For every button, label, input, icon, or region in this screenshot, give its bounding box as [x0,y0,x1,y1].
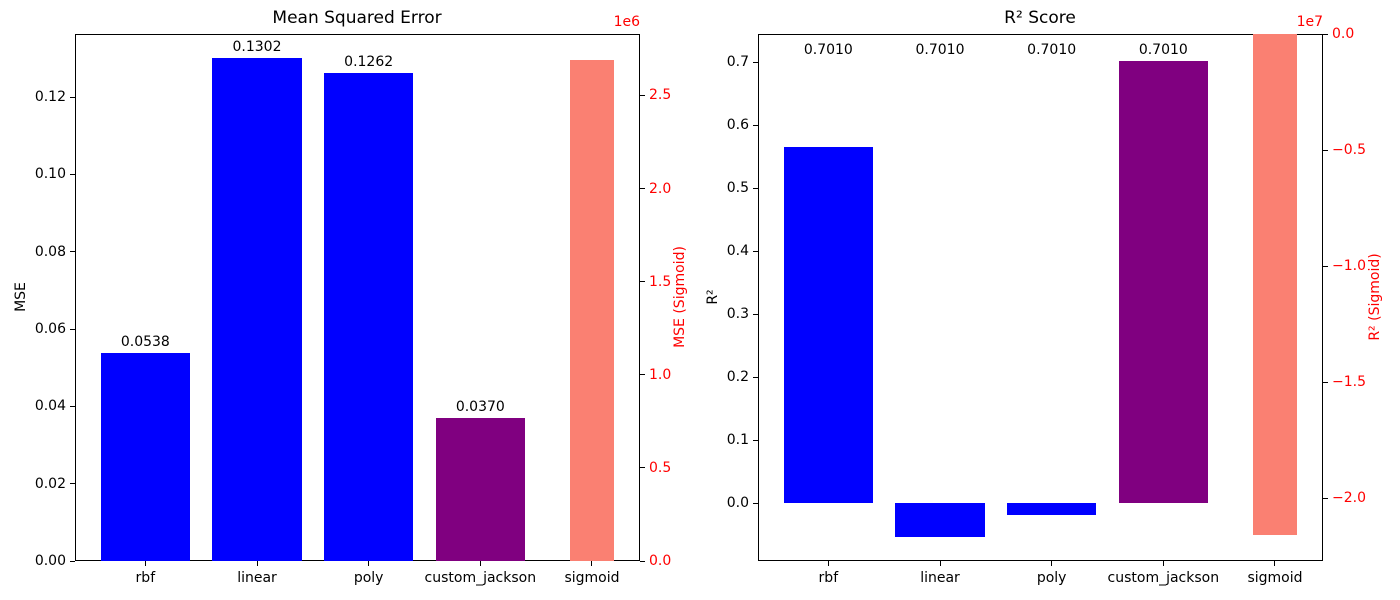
y-tick-mark [70,96,75,98]
y-tick-mark [753,187,758,189]
y2-tick-label: 1.0 [649,366,672,383]
x-tick-mark [256,561,258,566]
bar-custom_jackson [1118,61,1208,504]
y2-tick-label: −2.0 [1332,490,1366,507]
x-tick-mark [368,561,370,566]
y-tick-mark [753,439,758,441]
y-tick-label: 0.04 [34,398,66,415]
bar-poly [1007,503,1097,516]
y-tick-label: 0.10 [34,166,66,183]
x-tick-label-linear: linear [920,570,960,586]
y-tick-label: 0.4 [726,243,749,260]
y-tick-mark [70,405,75,407]
y2-tick-mark [1323,497,1328,499]
x-tick-label-sigmoid: sigmoid [1247,570,1303,586]
y-tick-label: 0.6 [726,117,749,134]
y2-tick-mark [1323,381,1328,383]
y-tick-mark [70,560,75,562]
bar-custom_jackson [435,417,525,561]
y-tick-mark [753,124,758,126]
y2-tick-label: 2.5 [649,87,672,104]
mse-chart-title: Mean Squared Error [272,8,442,28]
mse-sigmoid-y-axis-label: MSE (Sigmoid) [672,246,688,348]
y2-tick-label: −0.5 [1332,142,1366,159]
y2-tick-label: 0.0 [1332,26,1355,42]
x-tick-label-poly: poly [353,570,384,586]
x-tick-mark [144,561,146,566]
y-tick-label: 0.02 [34,475,66,492]
mse-right-axis-offset-text: 1e6 [613,14,640,30]
bar-linear [895,503,985,538]
bar-value-label: 0.1302 [232,38,282,55]
bar-rbf [783,147,873,504]
bar-rbf [100,352,190,561]
x-tick-label-rbf: rbf [135,570,156,586]
y2-tick-mark [640,374,645,376]
bar-value-label: 0.0370 [455,398,505,415]
y-tick-mark [70,328,75,330]
y2-tick-mark [1323,149,1328,151]
bar-sigmoid [1252,34,1298,536]
r2-sigmoid-y-axis-label: R² (Sigmoid) [1367,253,1383,341]
y-tick-mark [753,250,758,252]
y-tick-mark [753,313,758,315]
y2-tick-mark [640,188,645,190]
y2-tick-mark [1323,33,1328,35]
x-tick-label-rbf: rbf [818,570,839,586]
y2-tick-label: 1.5 [649,273,672,290]
r2-right-axis-offset-text: 1e7 [1296,14,1323,30]
y-tick-label: 0.06 [34,321,66,337]
y2-tick-mark [640,281,645,283]
y2-tick-mark [640,94,645,96]
x-tick-label-sigmoid: sigmoid [564,570,620,586]
y-tick-label: 0.12 [34,89,66,106]
x-tick-mark [827,561,829,566]
y-tick-mark [753,502,758,504]
y2-tick-label: 0.5 [649,459,672,476]
r2-y-axis-label: R² [705,289,721,305]
r2-chart-title: R² Score [1004,8,1076,28]
bar-value-label: 0.0538 [120,333,170,350]
x-tick-label-linear: linear [237,570,277,586]
x-tick-mark [591,561,593,566]
bar-value-label: 0.7010 [1138,42,1188,59]
y-tick-mark [70,173,75,175]
y-tick-mark [753,61,758,63]
y-tick-label: 0.3 [726,306,749,323]
y2-tick-label: 2.0 [649,180,672,197]
y-tick-label: 0.08 [34,243,66,260]
bar-linear [212,57,302,561]
y2-tick-label: −1.0 [1332,258,1366,275]
y-tick-label: 0.00 [34,553,66,569]
y-tick-label: 0.7 [726,54,749,71]
y-tick-mark [753,376,758,378]
y2-tick-mark [1323,265,1328,267]
y2-tick-label: 0.0 [649,553,672,569]
x-tick-mark [1274,561,1276,566]
x-tick-mark [939,561,941,566]
x-tick-label-custom_jackson: custom_jackson [1107,570,1220,586]
bar-sigmoid [569,60,615,561]
y-tick-label: 0.5 [726,180,749,197]
y2-tick-mark [640,467,645,469]
y-tick-label: 0.2 [726,369,749,386]
y-tick-label: 0.1 [726,432,749,449]
y-tick-label: 0.0 [726,495,749,512]
x-tick-mark [1162,561,1164,566]
bar-value-label: 0.1262 [344,54,394,71]
bar-value-label: 0.7010 [803,42,853,59]
mse-y-axis-label: MSE [13,282,29,312]
y-tick-mark [70,251,75,253]
x-tick-label-poly: poly [1036,570,1067,586]
bar-value-label: 0.7010 [915,42,965,59]
bar-value-label: 0.7010 [1027,42,1077,59]
y2-tick-label: −1.5 [1332,374,1366,391]
x-tick-mark [479,561,481,566]
x-tick-label-custom_jackson: custom_jackson [424,570,537,586]
y-tick-mark [70,483,75,485]
x-tick-mark [1051,561,1053,566]
y2-tick-mark [640,560,645,562]
bar-poly [324,73,414,561]
